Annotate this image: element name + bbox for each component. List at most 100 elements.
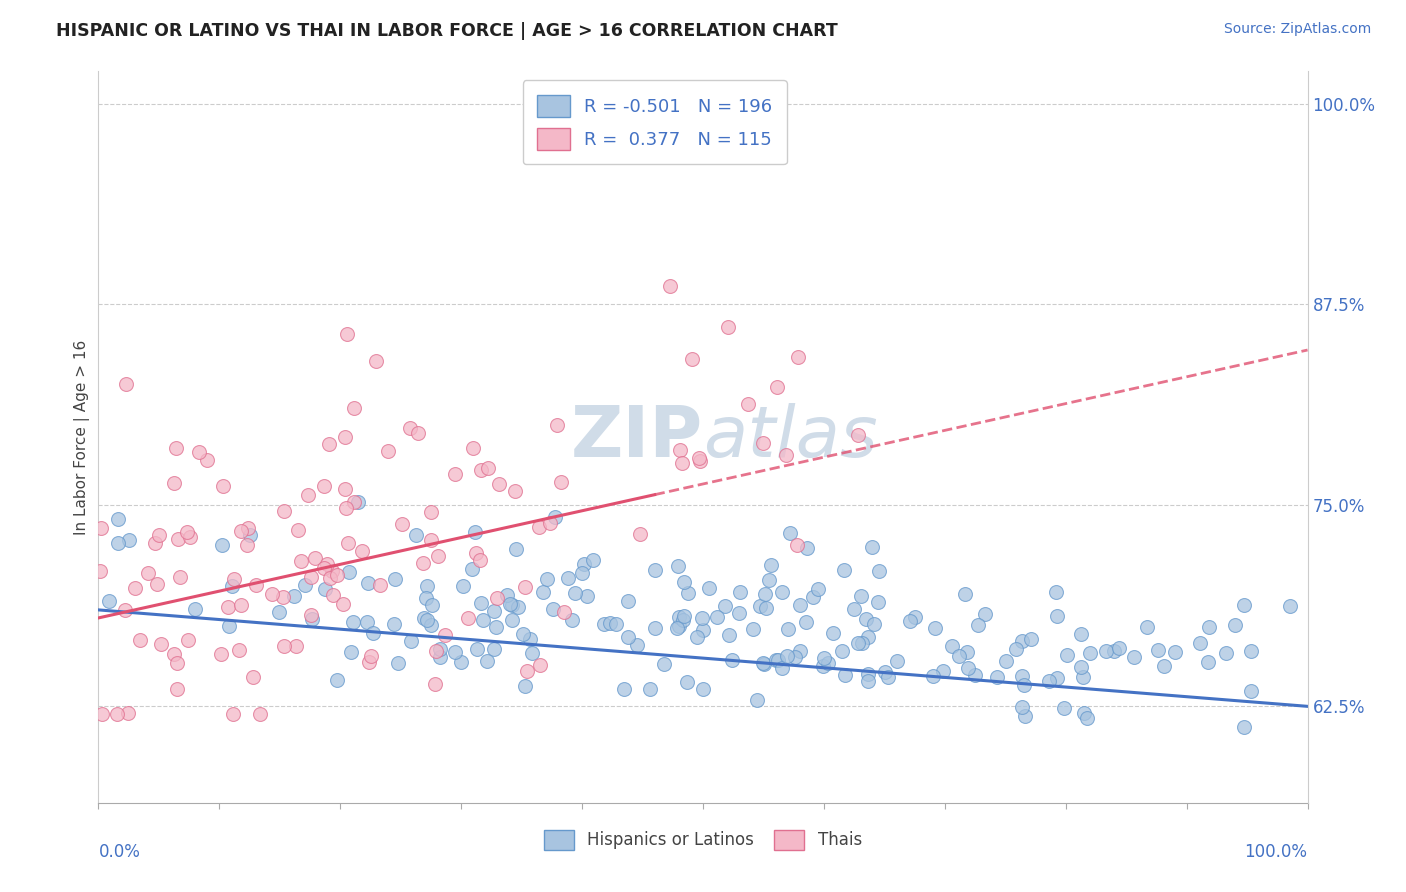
Point — [107, 512, 129, 526]
Point — [482, 604, 505, 618]
Point — [776, 622, 799, 636]
Point — [986, 670, 1008, 684]
Point — [506, 600, 529, 615]
Point — [382, 617, 405, 632]
Point — [817, 657, 839, 671]
Point — [1102, 643, 1125, 657]
Point — [343, 495, 366, 509]
Text: 0.0%: 0.0% — [98, 843, 141, 861]
Point — [304, 550, 326, 565]
Point — [681, 351, 703, 366]
Point — [789, 644, 811, 658]
Point — [287, 523, 309, 537]
Point — [768, 653, 790, 667]
Point — [465, 546, 488, 560]
Point — [460, 562, 482, 576]
Point — [1046, 671, 1069, 685]
Point — [105, 707, 128, 722]
Point — [1073, 706, 1095, 720]
Point — [851, 636, 873, 650]
Point — [465, 642, 488, 657]
Point — [377, 444, 399, 458]
Point — [900, 614, 922, 628]
Point — [387, 656, 409, 670]
Point — [488, 476, 510, 491]
Point — [273, 504, 295, 518]
Point — [692, 623, 714, 637]
Point — [413, 611, 436, 625]
Point — [335, 429, 357, 443]
Point — [751, 436, 773, 450]
Point — [754, 587, 776, 601]
Point — [429, 650, 451, 665]
Point — [666, 559, 689, 574]
Point — [875, 665, 897, 679]
Point — [470, 553, 492, 567]
Point — [114, 377, 136, 392]
Point — [450, 655, 472, 669]
Point — [357, 576, 380, 591]
Point — [314, 582, 336, 597]
Point — [536, 573, 558, 587]
Point — [1011, 669, 1033, 683]
Point — [813, 651, 835, 665]
Point — [855, 612, 877, 626]
Point — [737, 397, 759, 411]
Point — [786, 538, 808, 552]
Point — [228, 643, 250, 657]
Point — [557, 571, 579, 585]
Point — [860, 540, 883, 554]
Point — [671, 456, 693, 470]
Point — [501, 613, 523, 627]
Point — [322, 588, 344, 602]
Point — [832, 564, 855, 578]
Point — [801, 590, 824, 604]
Point — [752, 657, 775, 671]
Point — [285, 640, 308, 654]
Point — [236, 538, 259, 552]
Point — [519, 632, 541, 646]
Point — [273, 639, 295, 653]
Point — [668, 610, 690, 624]
Point — [516, 665, 538, 679]
Point — [1045, 584, 1067, 599]
Point — [301, 612, 323, 626]
Point — [249, 707, 271, 722]
Point — [420, 599, 443, 613]
Point — [352, 544, 374, 558]
Point — [294, 578, 316, 592]
Point — [924, 621, 946, 635]
Point — [849, 589, 872, 603]
Point — [1078, 646, 1101, 660]
Point — [149, 637, 172, 651]
Point — [299, 607, 322, 622]
Point — [457, 610, 479, 624]
Point — [505, 541, 527, 556]
Point — [416, 579, 439, 593]
Point — [617, 594, 640, 608]
Point — [420, 533, 443, 548]
Point — [321, 564, 343, 578]
Point — [529, 520, 551, 534]
Point — [948, 649, 970, 664]
Point — [429, 642, 451, 657]
Point — [550, 475, 572, 490]
Point — [117, 706, 139, 721]
Point — [673, 574, 696, 589]
Point — [485, 620, 508, 634]
Point — [922, 669, 945, 683]
Point — [776, 648, 799, 663]
Point — [863, 616, 886, 631]
Point — [470, 462, 492, 476]
Point — [789, 598, 811, 612]
Point — [477, 654, 499, 668]
Point — [239, 528, 262, 542]
Point — [179, 530, 201, 544]
Point — [673, 609, 696, 624]
Point — [420, 618, 443, 632]
Point — [638, 682, 661, 697]
Point — [868, 565, 890, 579]
Point — [217, 600, 239, 615]
Point — [846, 636, 869, 650]
Point — [561, 613, 583, 627]
